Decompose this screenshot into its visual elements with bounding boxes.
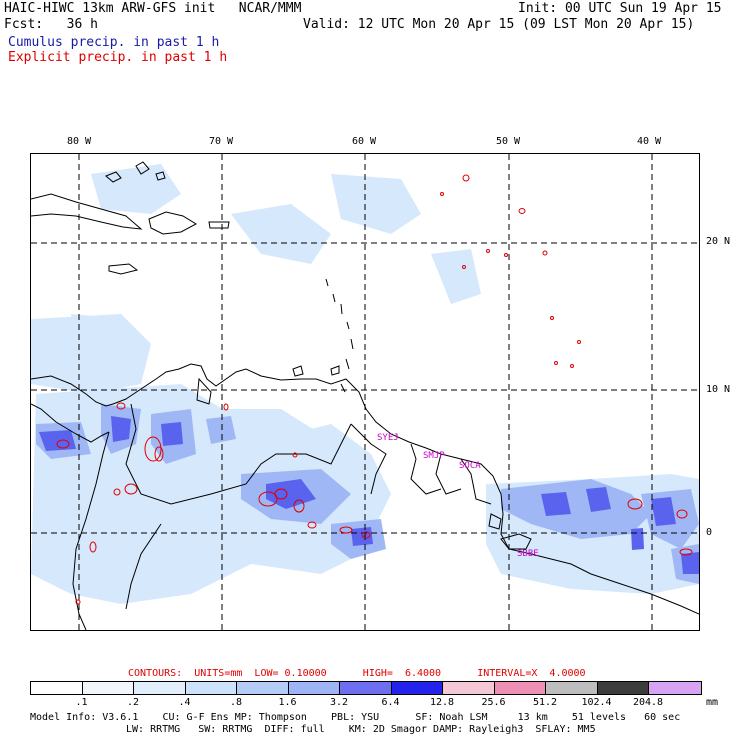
colorbar-tick-label: .1	[75, 697, 88, 708]
colorbar-swatch	[237, 682, 289, 694]
lon-label-80w: 80 W	[67, 136, 92, 147]
lat-label-0: 0	[706, 527, 713, 538]
lat-label-10n: 10 N	[706, 384, 731, 395]
precip-colorbar	[30, 681, 702, 695]
forecast-hour: Fcst: 36 h	[4, 17, 98, 32]
colorbar-swatch	[31, 682, 83, 694]
legend-cumulus: Cumulus precip. in past 1 h	[8, 35, 220, 50]
colorbar-swatch	[185, 682, 237, 694]
colorbar-tick-label: .8	[229, 697, 243, 708]
colorbar-swatch	[443, 682, 495, 694]
legend-explicit: Explicit precip. in past 1 h	[8, 50, 228, 65]
colorbar-tick-label: 25.6	[481, 697, 506, 708]
colorbar-tick-label: 3.2	[329, 697, 349, 708]
station-label: SYEJ	[377, 433, 399, 443]
lon-label-70w: 70 W	[209, 136, 234, 147]
colorbar-swatch	[340, 682, 392, 694]
colorbar-tick-label: 6.4	[381, 697, 400, 708]
colorbar-swatch	[134, 682, 186, 694]
colorbar-swatch	[546, 682, 598, 694]
colorbar-tick-label: 204.8	[632, 697, 664, 708]
colorbar-swatch	[649, 682, 701, 694]
colorbar-unit: mm	[706, 697, 719, 708]
init-time: Init: 00 UTC Sun 19 Apr 15	[518, 1, 722, 16]
coastlines	[30, 161, 700, 631]
map-svg	[30, 154, 700, 631]
colorbar-swatch	[288, 682, 340, 694]
colorbar-tick-label: .2	[126, 697, 140, 708]
colorbar-tick-label: 1.6	[278, 697, 297, 708]
lon-label-60w: 60 W	[352, 136, 377, 147]
model-info-line2: LW: RRTMG SW: RRTMG DIFF: full KM: 2D Sm…	[126, 724, 596, 735]
colorbar-swatch	[597, 682, 649, 694]
colorbar-tick-label: .4	[178, 697, 191, 708]
colorbar-tick-label: 102.4	[581, 697, 612, 708]
station-label: SOCA	[459, 461, 481, 471]
colorbar-swatch	[82, 682, 134, 694]
colorbar-tick-label: 51.2	[532, 697, 558, 708]
valid-time: Valid: 12 UTC Mon 20 Apr 15 (09 LST Mon …	[303, 17, 695, 32]
contours-info: CONTOURS: UNITS=mm LOW= 0.10000 HIGH= 6.…	[128, 668, 586, 679]
map-panel	[30, 153, 700, 631]
lon-label-50w: 50 W	[496, 136, 521, 147]
station-label: SMJP	[423, 451, 445, 461]
lat-label-20n: 20 N	[706, 236, 731, 247]
header-title: HAIC-HIWC 13km ARW-GFS init NCAR/MMM	[4, 1, 302, 16]
model-info-line1: Model Info: V3.6.1 CU: G-F Ens MP: Thomp…	[30, 712, 681, 723]
colorbar-swatch	[391, 682, 443, 694]
lat-lon-grid	[31, 154, 699, 630]
station-label: SBBE	[517, 549, 539, 559]
explicit-precip-contours	[56, 174, 693, 605]
colorbar-tick-label: 12.8	[429, 697, 455, 708]
lon-label-40w: 40 W	[637, 136, 662, 147]
colorbar-swatch	[494, 682, 546, 694]
